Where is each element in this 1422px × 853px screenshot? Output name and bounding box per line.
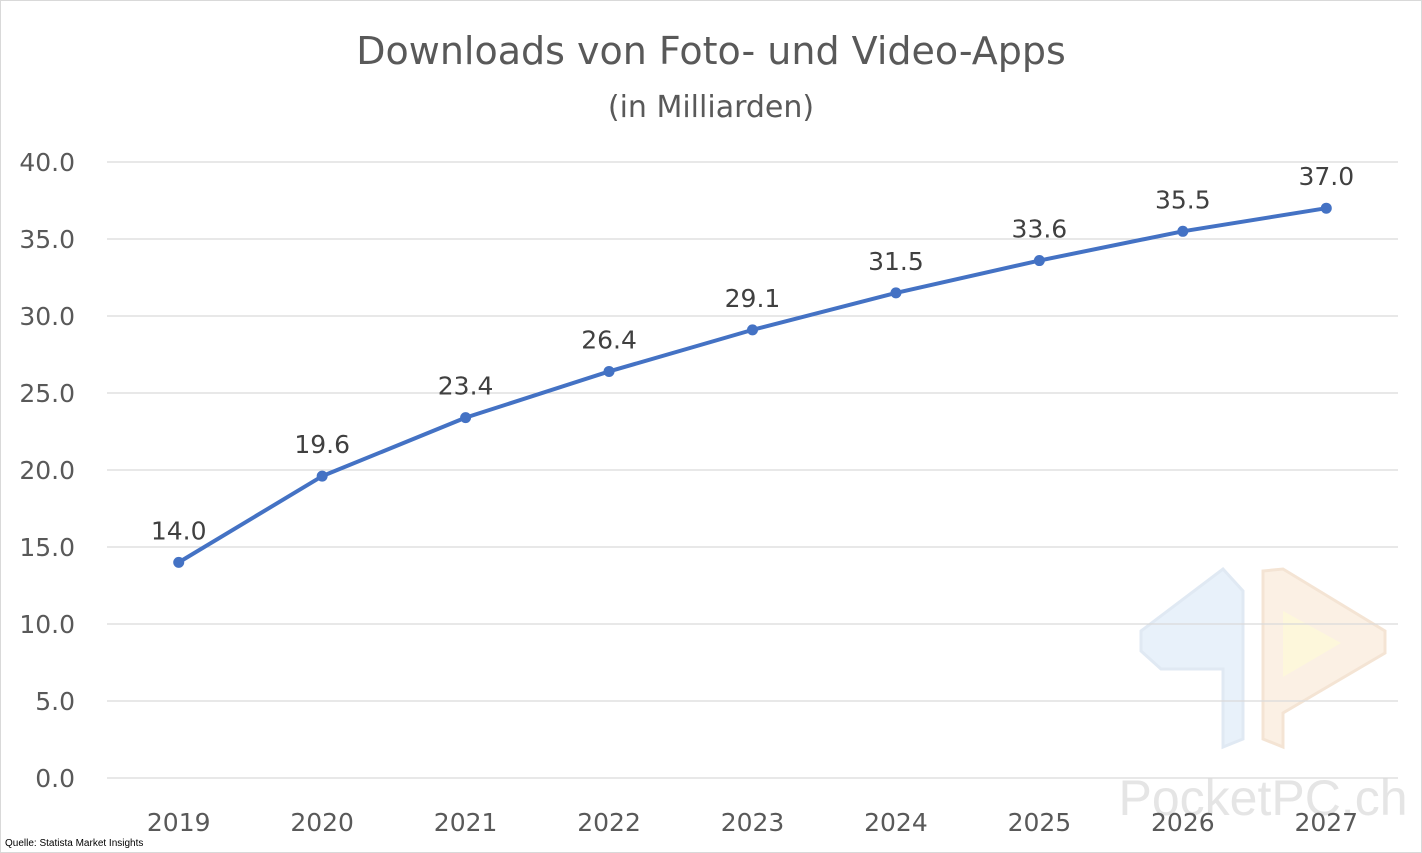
series-layer: [173, 202, 1332, 568]
x-tick-label: 2022: [577, 808, 641, 837]
data-point: [603, 365, 615, 377]
source-note: Quelle: Statista Market Insights: [5, 838, 143, 849]
x-tick-label: 2027: [1294, 808, 1358, 837]
y-tick-label: 30.0: [19, 302, 75, 331]
x-tick-label: 2020: [290, 808, 354, 837]
watermark-text: PocketPC.ch: [1118, 770, 1407, 826]
watermark-logo-right-inner: [1283, 611, 1341, 677]
y-tick-label: 35.0: [19, 225, 75, 254]
chart-title: Downloads von Foto- und Video-Apps: [356, 29, 1066, 73]
data-label: 33.6: [1012, 215, 1068, 244]
x-tick-label: 2021: [434, 808, 498, 837]
data-label: 19.6: [294, 430, 350, 459]
data-point: [173, 556, 185, 568]
x-tick-label: 2026: [1151, 808, 1215, 837]
watermark-logo: PocketPC.ch: [1118, 566, 1408, 826]
data-point: [890, 287, 902, 299]
data-label: 31.5: [868, 247, 924, 276]
data-label: 35.5: [1155, 185, 1211, 214]
data-label: 26.4: [581, 325, 637, 354]
data-point: [316, 470, 328, 482]
data-point: [747, 324, 758, 336]
x-tick-label: 2024: [864, 808, 928, 837]
data-point: [1177, 225, 1189, 237]
y-tick-label: 15.0: [19, 533, 75, 562]
x-axis-ticks: 2019 2020 2021 2022 2023 2024 2025 2026 2027: [147, 808, 1358, 837]
data-label: 29.1: [725, 284, 781, 313]
y-tick-label: 0.0: [35, 764, 75, 793]
gridlines: [107, 161, 1398, 779]
watermark-logo-left-shape: [1139, 566, 1245, 750]
x-tick-label: 2025: [1008, 808, 1072, 837]
y-tick-label: 10.0: [19, 610, 75, 639]
data-point: [460, 412, 472, 424]
x-tick-label: 2023: [721, 808, 785, 837]
series-line: [176, 206, 1329, 565]
y-axis-ticks: 0.0 5.0 10.0 15.0 20.0 25.0 30.0 35.0 40.0: [19, 148, 75, 793]
data-point: [1033, 255, 1045, 267]
data-point: [1320, 202, 1332, 214]
y-tick-label: 40.0: [19, 148, 75, 177]
chart-subtitle: (in Milliarden): [608, 90, 814, 125]
y-tick-label: 20.0: [19, 456, 75, 485]
x-tick-label: 2019: [147, 808, 211, 837]
data-label: 23.4: [438, 372, 494, 401]
data-label: 37.0: [1298, 162, 1354, 191]
y-tick-label: 25.0: [19, 379, 75, 408]
data-labels: 14.0 19.6 23.4 26.4 29.1 31.5 33.6 35.5 37.0: [151, 162, 1354, 545]
y-tick-label: 5.0: [35, 687, 75, 716]
data-label: 14.0: [151, 516, 207, 545]
watermark-logo-right-shape: [1261, 567, 1387, 750]
